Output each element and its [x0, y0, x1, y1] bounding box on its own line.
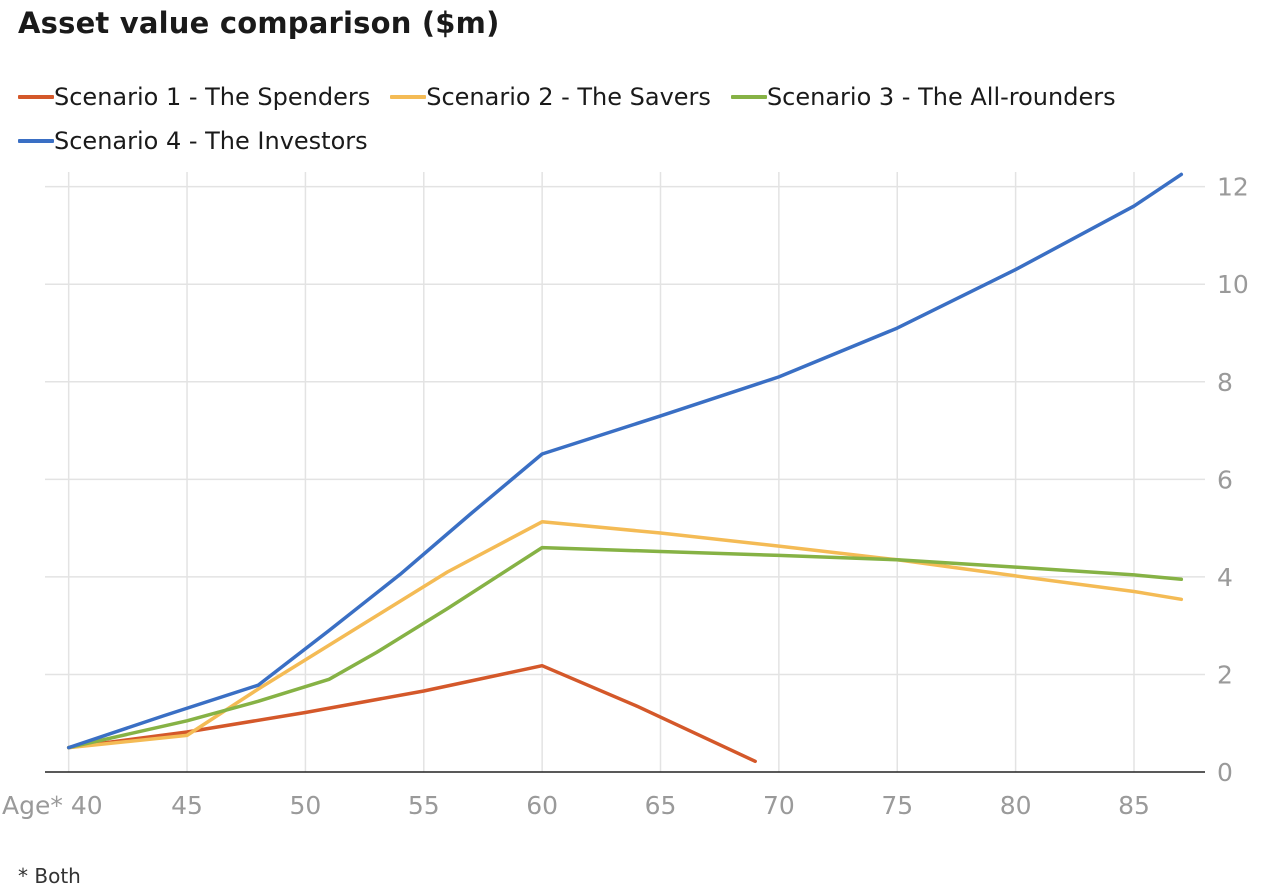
x-tick-label: 80 [1000, 791, 1032, 820]
legend-label: Scenario 1 - The Spenders [54, 83, 371, 111]
legend-label: Scenario 3 - The All-rounders [766, 83, 1116, 111]
x-tick-label: 75 [881, 791, 913, 820]
legend-swatch [18, 95, 54, 99]
x-tick-label: 85 [1118, 791, 1150, 820]
x-tick-label: 50 [290, 791, 322, 820]
series-line-3 [66, 545, 1184, 750]
legend-swatch [730, 95, 767, 99]
legend-item: Scenario 2 - The Savers [390, 78, 711, 116]
x-tick-label: 60 [526, 791, 558, 820]
x-tick-label: 45 [171, 791, 203, 820]
legend-swatch [18, 139, 54, 143]
series-line-4 [66, 172, 1184, 750]
y-tick-label: 12 [1217, 173, 1249, 202]
series-line-2 [66, 520, 1184, 750]
y-tick-label: 2 [1217, 660, 1233, 689]
legend-label: Scenario 2 - The Savers [426, 83, 711, 111]
legend: Scenario 1 - The Spenders Scenario 2 - Th… [18, 72, 1138, 160]
y-tick-label: 8 [1217, 368, 1233, 397]
x-tick-label: 70 [763, 791, 795, 820]
y-tick-label: 4 [1217, 563, 1233, 592]
x-tick-label: 55 [408, 791, 440, 820]
y-tick-label: 10 [1217, 270, 1249, 299]
legend-item: Scenario 1 - The Spenders [18, 78, 370, 116]
legend-item: Scenario 3 - The All-rounders [730, 78, 1116, 116]
line-chart: 0 2 4 6 8 10 12 Age* 40 45 50 55 60 65 70 75 80 85 [2, 172, 1249, 820]
x-tick-label: Age* 40 [2, 791, 103, 820]
series-line-1 [66, 663, 757, 764]
legend-swatch [390, 95, 427, 99]
x-tick-label: 65 [645, 791, 677, 820]
legend-label: Scenario 4 - The Investors [54, 127, 368, 155]
y-tick-label: 6 [1217, 465, 1233, 494]
footnote: * Both [18, 864, 81, 888]
chart-title: Asset value comparison ($m) [18, 6, 500, 40]
legend-item: Scenario 4 - The Investors [18, 122, 368, 160]
y-tick-label: 0 [1217, 758, 1233, 787]
